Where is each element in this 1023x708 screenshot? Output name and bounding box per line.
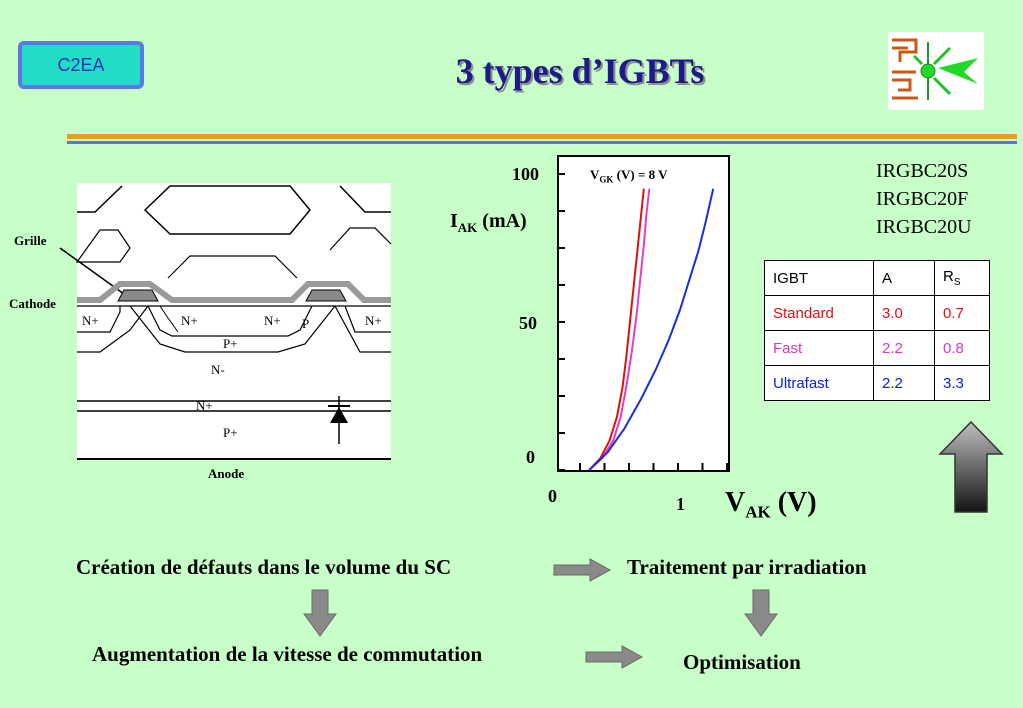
c2ea-badge: C2EA bbox=[18, 41, 144, 89]
flow-box-switching-speed: Augmentation de la vitesse de commutatio… bbox=[92, 642, 483, 666]
diode-symbol-icon bbox=[328, 396, 350, 444]
slide-title: 3 types d’IGBTs bbox=[455, 51, 705, 91]
region-pplus-top: P+ bbox=[223, 336, 238, 351]
series-line-standard bbox=[588, 188, 645, 471]
table-row: Fast 2.2 0.8 bbox=[764, 330, 990, 366]
x-tick-1: 1 bbox=[676, 494, 685, 514]
header-rs: RS bbox=[934, 260, 990, 296]
table-row: Standard 3.0 0.7 bbox=[764, 295, 990, 331]
row-name: Ultrafast bbox=[764, 365, 874, 401]
region-pplus-anode: P+ bbox=[223, 425, 238, 440]
separator-blue bbox=[67, 141, 1017, 144]
cathode-label: Cathode bbox=[9, 296, 56, 311]
table-row: Ultrafast 2.2 3.3 bbox=[764, 365, 990, 401]
logo-graphic bbox=[892, 38, 978, 100]
y-axis-label: IAK (mA) bbox=[450, 210, 527, 235]
irradiation-lab-logo bbox=[888, 32, 984, 110]
y-tick-0: 0 bbox=[526, 447, 535, 467]
model-standard: IRGBC20S bbox=[876, 160, 969, 182]
header-igbt: IGBT bbox=[764, 260, 874, 296]
x-tick-0: 0 bbox=[548, 486, 557, 506]
region-nminus: N- bbox=[211, 362, 225, 377]
region-p: P bbox=[302, 316, 310, 331]
region-nplus-2: N+ bbox=[181, 313, 198, 328]
region-nplus-1: N+ bbox=[82, 313, 99, 328]
x-axis-label: VAK (V) bbox=[725, 487, 817, 522]
header-a: A bbox=[873, 260, 935, 296]
row-name: Fast bbox=[764, 330, 874, 366]
grille-label: Grille bbox=[14, 233, 47, 248]
up-arrow-icon bbox=[938, 420, 1004, 513]
model-ultrafast: IRGBC20U bbox=[876, 216, 972, 238]
row-rs: 0.7 bbox=[934, 295, 990, 331]
iv-chart bbox=[557, 155, 730, 472]
table-header-row: IGBT A RS bbox=[764, 260, 990, 296]
separator-orange bbox=[67, 134, 1017, 139]
row-name: Standard bbox=[764, 295, 874, 331]
igbt-parameter-table: IGBT A RS Standard 3.0 0.7 Fast 2.2 0.8 … bbox=[764, 260, 990, 401]
region-nplus-3: N+ bbox=[264, 313, 281, 328]
flow-box-optimisation: Optimisation bbox=[683, 650, 801, 674]
chart-ticks bbox=[558, 173, 728, 471]
region-nplus-4: N+ bbox=[365, 313, 382, 328]
flow-box-defects: Création de défauts dans le volume du SC bbox=[76, 555, 452, 579]
row-a: 2.2 bbox=[873, 365, 935, 401]
y-tick-100: 100 bbox=[512, 164, 539, 184]
chart-series bbox=[588, 188, 715, 471]
series-line-fast bbox=[588, 188, 651, 471]
series-line-ultrafast bbox=[588, 188, 715, 471]
chart-annotation: VGK (V) = 8 V bbox=[590, 167, 668, 185]
flow-box-irradiation: Traitement par irradiation bbox=[627, 555, 867, 579]
row-rs: 0.8 bbox=[934, 330, 990, 366]
anode-label: Anode bbox=[208, 466, 245, 481]
region-nplus-buffer: N+ bbox=[196, 398, 213, 413]
row-a: 2.2 bbox=[873, 330, 935, 366]
model-fast: IRGBC20F bbox=[876, 188, 969, 210]
model-list: IRGBC20S IRGBC20F IRGBC20U bbox=[876, 157, 972, 241]
y-tick-50: 50 bbox=[519, 313, 537, 333]
row-rs: 3.3 bbox=[934, 365, 990, 401]
row-a: 3.0 bbox=[873, 295, 935, 331]
